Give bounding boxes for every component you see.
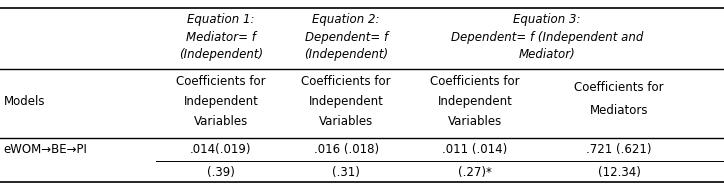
Text: (12.34): (12.34) — [597, 165, 641, 179]
Text: Mediators: Mediators — [590, 104, 648, 118]
Text: Dependent= f: Dependent= f — [305, 31, 387, 44]
Text: Coefficients for: Coefficients for — [430, 75, 520, 88]
Text: Coefficients for: Coefficients for — [574, 81, 664, 94]
Text: (.27)*: (.27)* — [458, 165, 492, 179]
Text: (Independent): (Independent) — [179, 48, 263, 61]
Text: (Independent): (Independent) — [304, 48, 388, 61]
Text: .011 (.014): .011 (.014) — [442, 143, 508, 156]
Text: Independent: Independent — [308, 95, 384, 108]
Text: Variables: Variables — [448, 115, 502, 128]
Text: Equation 3:: Equation 3: — [513, 13, 581, 26]
Text: eWOM→BE→PI: eWOM→BE→PI — [4, 143, 88, 156]
Text: Coefficients for: Coefficients for — [176, 75, 266, 88]
Text: .721 (.621): .721 (.621) — [586, 143, 652, 156]
Text: Equation 2:: Equation 2: — [312, 13, 380, 26]
Text: (.31): (.31) — [332, 165, 360, 179]
Text: Independent: Independent — [183, 95, 258, 108]
Text: Dependent= f (Independent and: Dependent= f (Independent and — [451, 31, 643, 44]
Text: .016 (.018): .016 (.018) — [313, 143, 379, 156]
Text: Models: Models — [4, 95, 45, 108]
Text: Variables: Variables — [319, 115, 373, 128]
Text: Coefficients for: Coefficients for — [301, 75, 391, 88]
Text: Independent: Independent — [437, 95, 513, 108]
Text: .014(.019): .014(.019) — [190, 143, 251, 156]
Text: Mediator= f: Mediator= f — [186, 31, 256, 44]
Text: Mediator): Mediator) — [518, 48, 576, 61]
Text: Variables: Variables — [194, 115, 248, 128]
Text: (.39): (.39) — [207, 165, 235, 179]
Text: Equation 1:: Equation 1: — [187, 13, 255, 26]
